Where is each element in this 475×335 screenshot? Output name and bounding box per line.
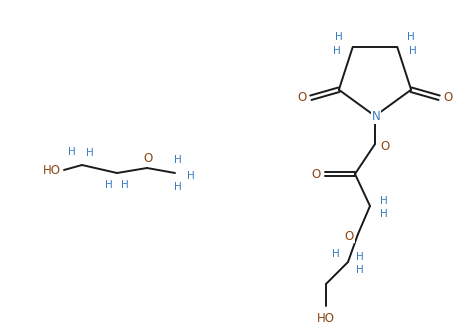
Text: H: H: [121, 180, 129, 190]
Text: O: O: [297, 91, 306, 104]
Text: H: H: [86, 148, 94, 158]
Text: O: O: [380, 139, 390, 152]
Text: H: H: [174, 182, 182, 192]
Text: HO: HO: [317, 312, 335, 325]
Text: H: H: [409, 46, 417, 56]
Text: H: H: [333, 46, 341, 56]
Text: H: H: [187, 171, 195, 181]
Text: H: H: [335, 32, 342, 42]
Text: O: O: [344, 229, 353, 243]
Text: H: H: [356, 265, 364, 275]
Text: H: H: [380, 209, 388, 219]
Text: O: O: [312, 168, 321, 181]
Text: N: N: [371, 111, 380, 124]
Text: O: O: [444, 91, 453, 104]
Text: H: H: [105, 180, 113, 190]
Text: HO: HO: [43, 163, 61, 177]
Text: H: H: [408, 32, 415, 42]
Text: O: O: [143, 151, 152, 164]
Text: H: H: [356, 252, 364, 262]
Text: H: H: [68, 147, 76, 157]
Text: H: H: [380, 196, 388, 206]
Text: H: H: [332, 249, 340, 259]
Text: H: H: [174, 155, 182, 165]
